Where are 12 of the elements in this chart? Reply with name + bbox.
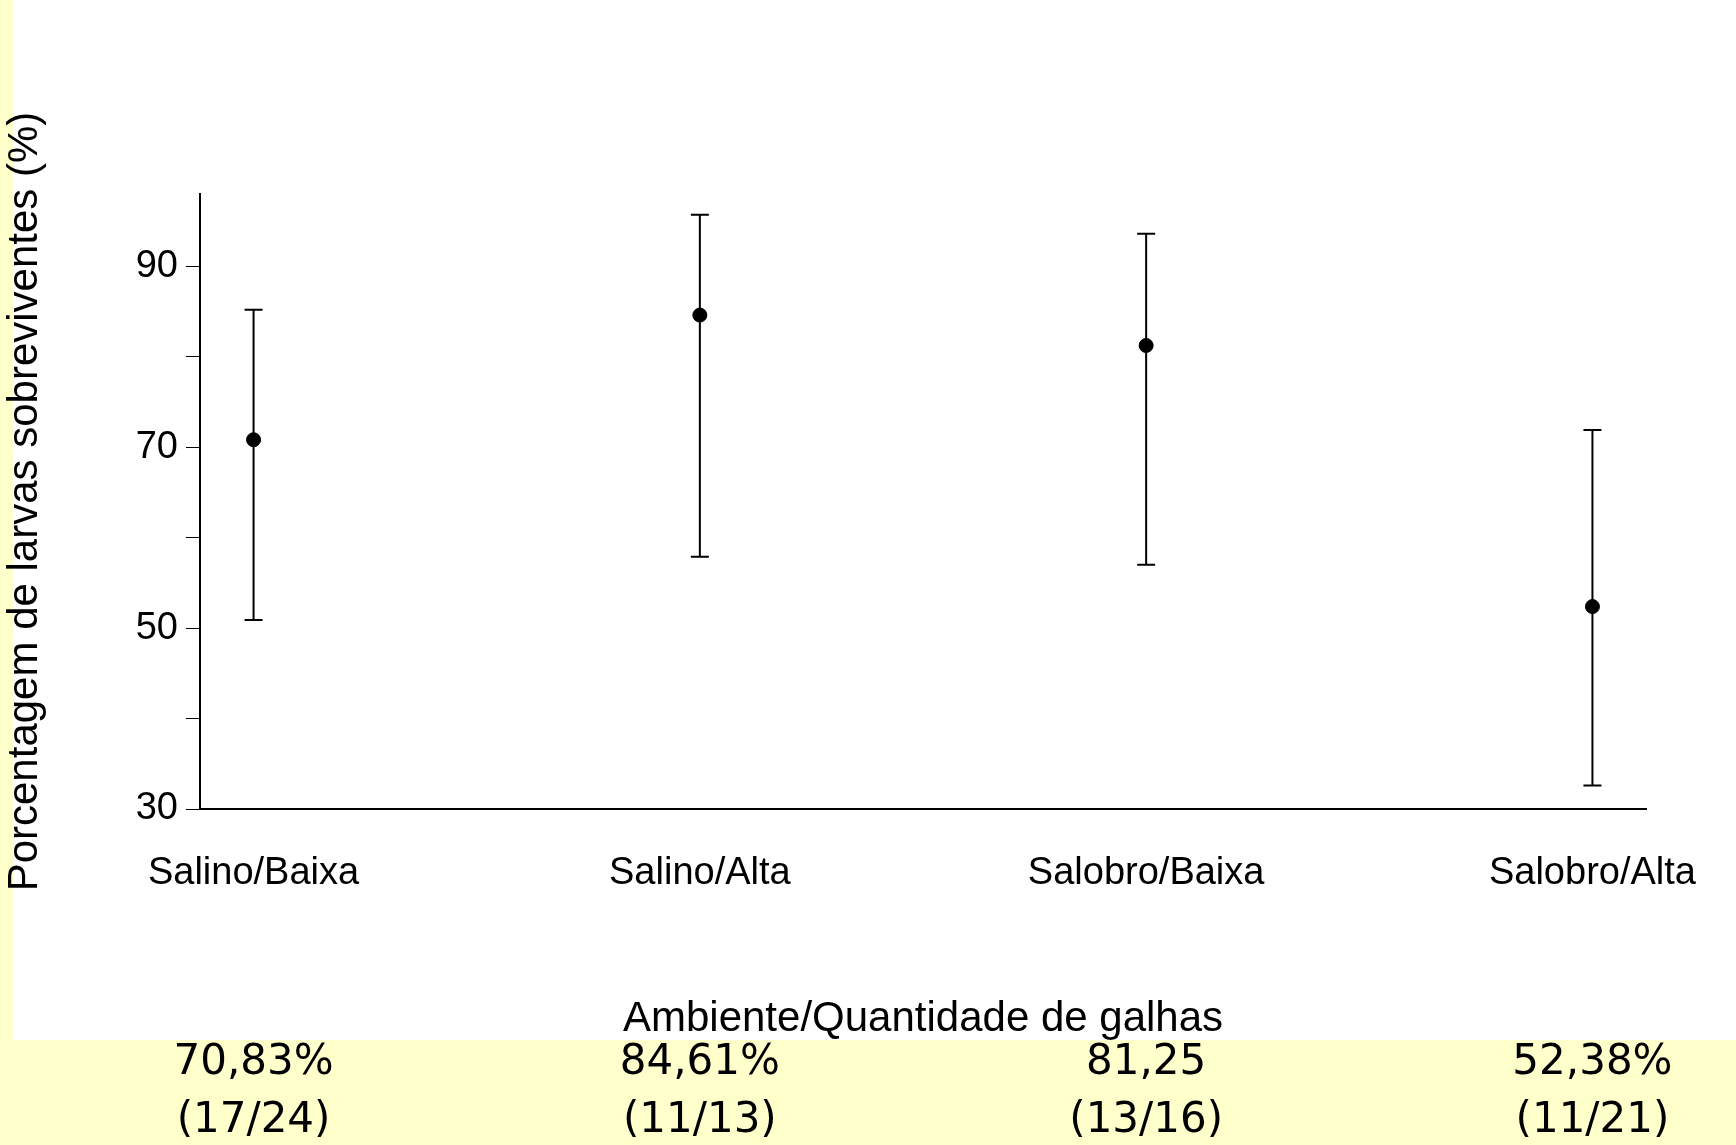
data-label: 84,61% (11/13) — [619, 1034, 780, 1142]
y-tick-label: 70 — [135, 423, 178, 466]
x-tick-label: Salobro/Baixa — [1027, 850, 1266, 893]
y-tick-label: 90 — [135, 242, 178, 285]
x-tick-label: Salobro/Alta — [1488, 850, 1697, 893]
data-label: 52,38% (11/21) — [1512, 1034, 1673, 1142]
x-tick-label: Salino/Alta — [609, 850, 792, 893]
data-label: 70,83% (17/24) — [173, 1034, 334, 1142]
y-tick-label: 50 — [135, 604, 178, 647]
x-tick-label: Salino/Baixa — [147, 850, 361, 893]
y-tick-label: 30 — [135, 785, 178, 828]
y-axis-title: Porcentagem de larvas sobreviventes (%) — [0, 111, 46, 892]
